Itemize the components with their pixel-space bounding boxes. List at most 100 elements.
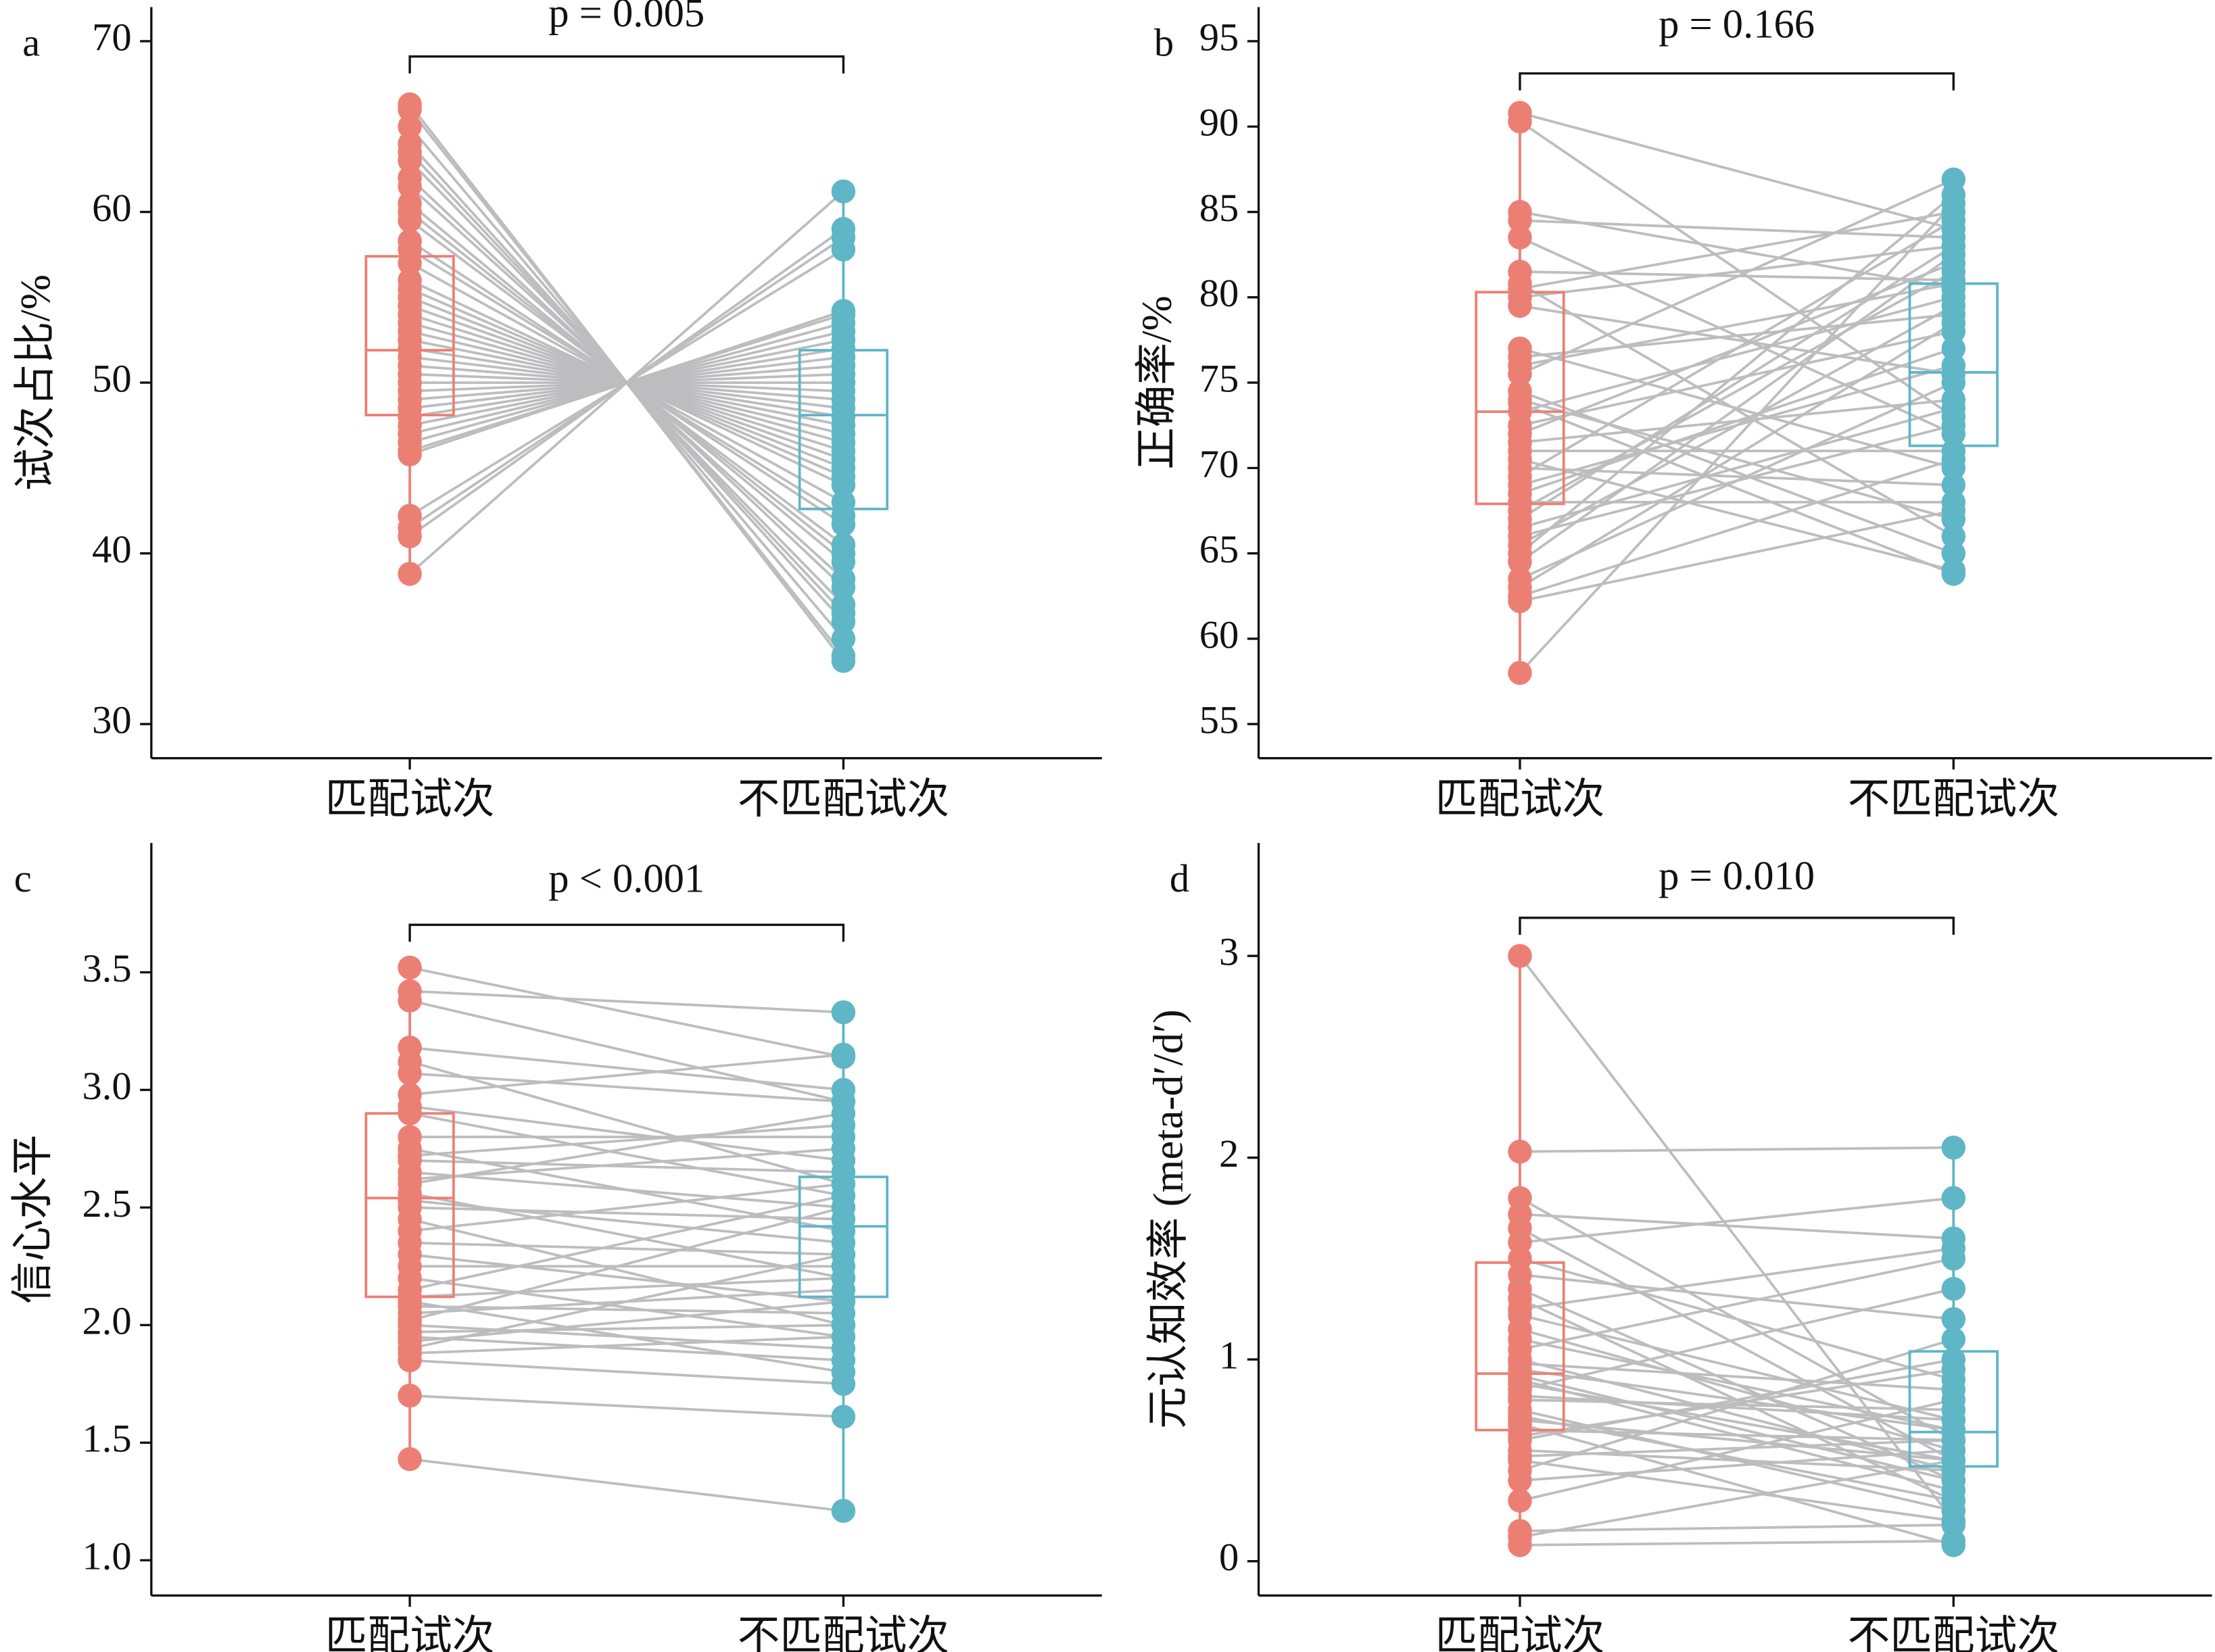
pair-line [1519,1358,1954,1472]
pivot-line [408,185,627,384]
data-point [398,1383,422,1408]
data-point [831,1136,856,1161]
pair-line [409,1359,844,1386]
data-point [398,208,422,233]
y-axis-label: 信心水平 [9,1134,56,1304]
pair-line [1519,1394,1954,1422]
pivot-line [625,381,844,517]
data-point [1508,293,1532,318]
y-tick-label: 2 [1219,1132,1239,1175]
data-point [831,1195,856,1220]
y-tick-label: 70 [1199,442,1239,486]
pivot-line [626,381,844,402]
y-tick-label: 90 [1199,101,1239,145]
p-value-annotation: p < 0.001 [548,856,705,901]
data-point [1508,660,1532,685]
pair-line [1519,509,1954,603]
x-tick-label: 不匹配试次 [738,1613,949,1652]
pair-line [409,1457,844,1513]
pivot-line [409,364,627,384]
pair-line [1519,1459,1954,1538]
data-point [1941,336,1966,361]
y-tick-label: 3.0 [82,1064,131,1108]
pivot-line [626,381,844,470]
data-point [1941,562,1966,586]
pivot-line [409,347,627,384]
pivot-line [626,330,844,384]
pivot-line [626,381,844,393]
pair-line [409,1394,844,1418]
data-point [1941,413,1966,437]
pair-line [1519,1368,1954,1438]
significance-bracket [408,55,845,74]
pivot-line [409,381,627,435]
y-tick-label: 30 [92,698,131,742]
pair-line [1519,219,1955,478]
pair-line [1519,1539,1954,1547]
data-point [1941,1327,1966,1352]
pivot-line [626,321,844,384]
data-point [831,1348,856,1373]
pair-line [1519,304,1955,546]
pair-line [1519,304,1954,376]
data-point [1508,1525,1532,1549]
data-point [831,1000,856,1025]
data-point [831,627,856,651]
pivot-line [626,381,844,461]
data-point [398,442,422,466]
y-tick-label: 60 [92,186,131,230]
data-point [1941,1488,1966,1513]
pivot-line [626,381,844,435]
data-point [831,1242,856,1267]
data-point [1941,1236,1966,1261]
pair-line [1519,193,1955,555]
pair-line [1519,458,1954,598]
pair-line [1519,295,1954,413]
pivot-line [626,381,844,427]
pivot-line [409,381,627,444]
significance-bracket [1519,72,1955,91]
data-point [1941,524,1966,549]
data-point [398,1167,422,1192]
data-point [831,1405,856,1429]
y-tick-label: 85 [1199,186,1239,230]
y-tick-label: 1.0 [82,1534,131,1578]
data-point [831,1042,856,1067]
pair-line [409,1060,844,1186]
pivot-line [408,108,628,384]
y-tick-label: 80 [1199,271,1239,315]
pair-line [1519,381,1955,581]
data-point [398,97,422,122]
y-tick-label: 1 [1219,1334,1239,1378]
data-point [1508,1468,1532,1493]
pivot-line [625,248,844,384]
data-point [1941,242,1966,267]
pivot-line [410,372,627,384]
data-point [1508,1371,1532,1396]
data-point [1941,191,1966,216]
data-point [398,251,422,276]
data-point [398,1308,422,1333]
pair-line [409,990,844,1014]
pivot-line [625,381,844,504]
data-point [1941,1468,1966,1493]
pair-line [1519,1328,1954,1452]
panel-label: c [14,856,32,900]
pivot-line [625,381,844,487]
x-tick-label: 不匹配试次 [1848,775,2059,823]
pivot-line [625,228,844,384]
pivot-line [625,381,844,606]
pair-line [1519,1213,1954,1240]
y-tick-label: 95 [1199,15,1239,59]
data-point [398,955,422,980]
pair-line [409,1046,844,1092]
data-point [1508,225,1532,250]
pair-line [410,1159,844,1174]
x-tick-label: 不匹配试次 [738,775,949,823]
data-point [1941,1357,1966,1382]
data-point [398,1061,422,1086]
data-point [1941,1408,1966,1432]
data-point [1941,310,1966,335]
panel-label: d [1170,856,1189,900]
y-tick-label: 65 [1199,527,1239,571]
